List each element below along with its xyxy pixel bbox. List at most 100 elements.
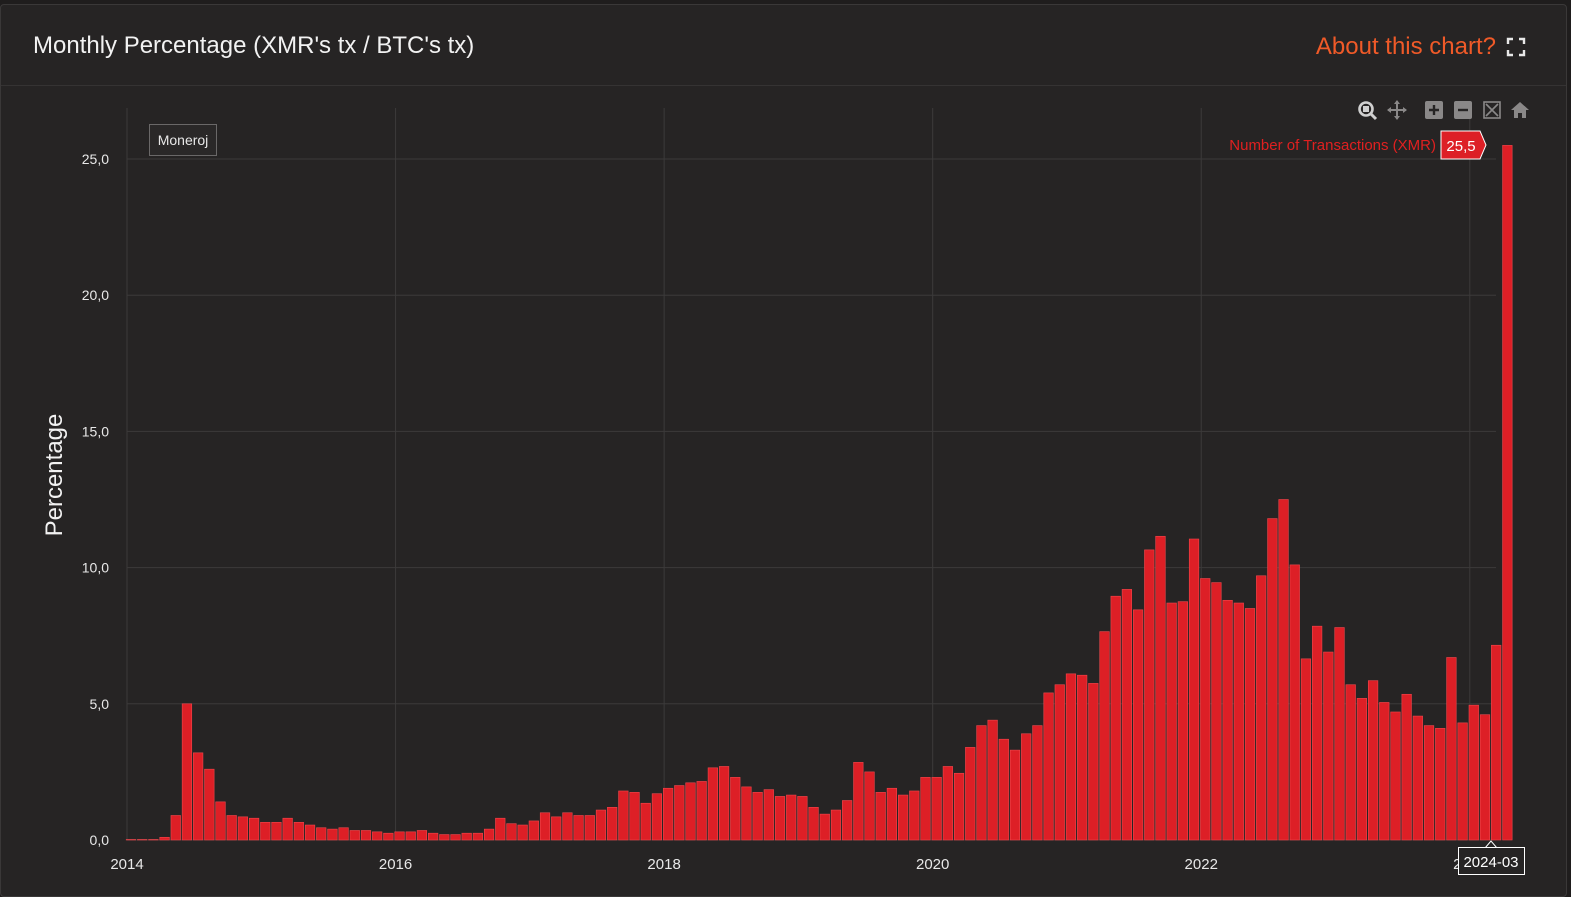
bar[interactable] bbox=[248, 817, 260, 841]
autoscale-icon[interactable] bbox=[1483, 101, 1501, 119]
bar[interactable] bbox=[1312, 625, 1323, 841]
bar[interactable] bbox=[1188, 538, 1200, 841]
bar[interactable] bbox=[864, 771, 875, 841]
bar[interactable] bbox=[595, 809, 607, 841]
about-chart-link[interactable]: About this chart? bbox=[1315, 33, 1496, 60]
bar[interactable] bbox=[517, 824, 528, 841]
bar[interactable] bbox=[125, 839, 137, 841]
bar[interactable] bbox=[953, 772, 965, 841]
bar[interactable] bbox=[1345, 684, 1356, 841]
bar[interactable] bbox=[338, 827, 349, 841]
bar[interactable] bbox=[1267, 518, 1278, 841]
bar[interactable] bbox=[137, 839, 148, 841]
bar[interactable] bbox=[1323, 651, 1334, 841]
bar[interactable] bbox=[1099, 631, 1110, 841]
bar[interactable] bbox=[1200, 578, 1211, 841]
bar[interactable] bbox=[1032, 725, 1043, 841]
bar[interactable] bbox=[1009, 749, 1021, 841]
bar[interactable] bbox=[931, 777, 942, 841]
bar[interactable] bbox=[226, 815, 237, 841]
bar[interactable] bbox=[383, 832, 394, 841]
pan-icon[interactable] bbox=[1387, 100, 1407, 120]
bar[interactable] bbox=[774, 796, 786, 841]
bar[interactable] bbox=[1446, 657, 1457, 841]
bar[interactable] bbox=[360, 830, 372, 841]
bar[interactable] bbox=[1278, 499, 1289, 841]
bar[interactable] bbox=[1390, 711, 1401, 841]
bar[interactable] bbox=[483, 828, 495, 841]
bar[interactable] bbox=[718, 766, 730, 841]
bar[interactable] bbox=[1334, 627, 1345, 841]
bar[interactable] bbox=[808, 807, 819, 841]
bar[interactable] bbox=[640, 802, 651, 841]
bar[interactable] bbox=[1479, 714, 1491, 841]
bar[interactable] bbox=[942, 766, 953, 841]
bar[interactable] bbox=[886, 787, 898, 841]
bar[interactable] bbox=[562, 812, 573, 841]
bar[interactable] bbox=[1244, 608, 1256, 841]
bar[interactable] bbox=[1110, 595, 1121, 841]
bar[interactable] bbox=[327, 828, 338, 841]
bar[interactable] bbox=[1121, 589, 1132, 841]
bar[interactable] bbox=[696, 781, 707, 841]
bar[interactable] bbox=[786, 794, 797, 841]
bar[interactable] bbox=[618, 790, 629, 841]
bar[interactable] bbox=[584, 815, 595, 841]
bar[interactable] bbox=[461, 832, 472, 841]
bar[interactable] bbox=[920, 777, 931, 841]
bar[interactable] bbox=[1356, 698, 1367, 841]
bar[interactable] bbox=[450, 834, 461, 841]
bar[interactable] bbox=[1065, 673, 1077, 841]
bar[interactable] bbox=[763, 789, 774, 841]
bar[interactable] bbox=[607, 807, 618, 841]
bar[interactable] bbox=[1502, 145, 1513, 841]
bar[interactable] bbox=[159, 836, 170, 841]
bar[interactable] bbox=[1211, 582, 1222, 841]
bar[interactable] bbox=[1300, 658, 1312, 841]
bar[interactable] bbox=[428, 832, 439, 841]
bar[interactable] bbox=[271, 821, 282, 841]
bar[interactable] bbox=[1401, 693, 1412, 841]
bar[interactable] bbox=[1491, 644, 1502, 841]
bar[interactable] bbox=[405, 831, 416, 841]
bar[interactable] bbox=[987, 719, 998, 841]
bar[interactable] bbox=[998, 738, 1009, 841]
bar[interactable] bbox=[1289, 564, 1300, 841]
bar[interactable] bbox=[1088, 683, 1099, 841]
fullscreen-icon[interactable] bbox=[1506, 37, 1526, 57]
bar[interactable] bbox=[1256, 575, 1267, 841]
bar[interactable] bbox=[674, 785, 685, 841]
bar[interactable] bbox=[1177, 601, 1188, 841]
bar[interactable] bbox=[752, 792, 763, 841]
bar[interactable] bbox=[394, 831, 405, 841]
bar[interactable] bbox=[1144, 549, 1155, 841]
bar[interactable] bbox=[842, 800, 853, 841]
bar[interactable] bbox=[372, 831, 383, 841]
bar[interactable] bbox=[573, 815, 584, 841]
bar[interactable] bbox=[730, 777, 741, 841]
bar[interactable] bbox=[1077, 674, 1088, 841]
bar[interactable] bbox=[237, 816, 248, 841]
bar[interactable] bbox=[1054, 684, 1065, 841]
bar[interactable] bbox=[629, 792, 640, 841]
bar[interactable] bbox=[1155, 535, 1166, 841]
bar[interactable] bbox=[1412, 715, 1423, 841]
bar[interactable] bbox=[1468, 704, 1479, 841]
bar[interactable] bbox=[1423, 725, 1435, 841]
bar[interactable] bbox=[170, 815, 181, 841]
reset-home-icon[interactable] bbox=[1511, 102, 1529, 118]
bar[interactable] bbox=[819, 813, 830, 841]
bar[interactable] bbox=[976, 725, 987, 841]
bar[interactable] bbox=[830, 809, 842, 841]
bar[interactable] bbox=[898, 794, 909, 841]
bar[interactable] bbox=[1021, 733, 1032, 841]
bar[interactable] bbox=[316, 827, 327, 841]
bar[interactable] bbox=[260, 821, 271, 841]
bar[interactable] bbox=[148, 839, 159, 841]
bar[interactable] bbox=[528, 820, 539, 841]
bar[interactable] bbox=[909, 790, 920, 841]
bar[interactable] bbox=[741, 786, 752, 841]
bar[interactable] bbox=[965, 747, 976, 841]
bar[interactable] bbox=[1435, 728, 1446, 841]
bar[interactable] bbox=[875, 792, 886, 841]
